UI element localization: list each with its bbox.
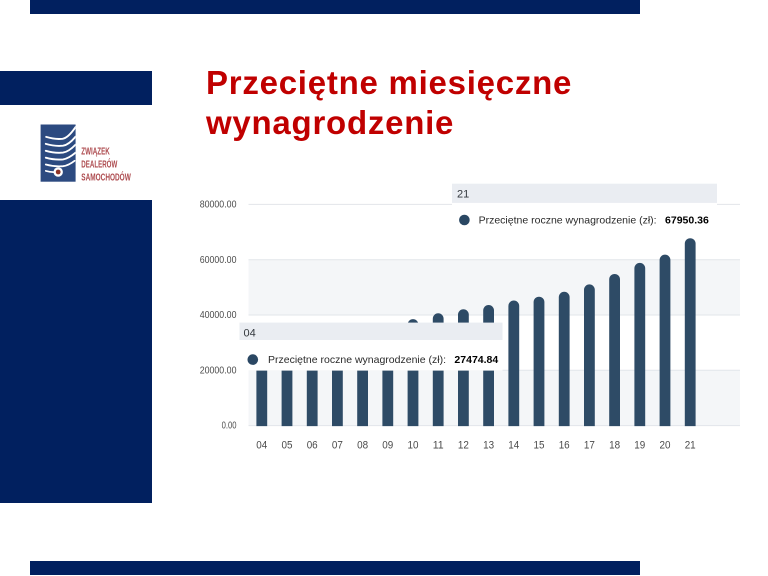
svg-text:11: 11 <box>433 439 444 451</box>
svg-text:40000.00: 40000.00 <box>200 310 237 321</box>
svg-text:wynagrodzenie: wynagrodzenie <box>205 104 454 141</box>
svg-text:18: 18 <box>609 439 620 451</box>
svg-text:08: 08 <box>357 439 368 451</box>
svg-text:06: 06 <box>307 439 318 451</box>
svg-text:20: 20 <box>660 439 671 451</box>
svg-text:04: 04 <box>256 439 267 451</box>
svg-text:60000.00: 60000.00 <box>200 255 237 266</box>
svg-text:12: 12 <box>458 439 469 451</box>
svg-text:16: 16 <box>559 439 570 451</box>
svg-text:ZWIĄZEK: ZWIĄZEK <box>81 147 110 158</box>
svg-text:19: 19 <box>634 439 645 451</box>
svg-text:21: 21 <box>457 188 469 200</box>
svg-text:17: 17 <box>584 439 595 451</box>
svg-text:14: 14 <box>508 439 519 451</box>
svg-text:DEALERÓW: DEALERÓW <box>81 158 117 171</box>
svg-text:09: 09 <box>382 439 393 451</box>
svg-text:80000.00: 80000.00 <box>200 200 237 211</box>
svg-text:Przeciętne roczne wynagrodzeni: Przeciętne roczne wynagrodzenie (zł): 27… <box>268 354 498 366</box>
svg-text:05: 05 <box>282 439 293 451</box>
svg-text:20000.00: 20000.00 <box>200 365 237 376</box>
svg-text:0.00: 0.00 <box>222 421 237 432</box>
svg-text:04: 04 <box>244 327 256 339</box>
svg-text:Przeciętne miesięczne: Przeciętne miesięczne <box>206 64 572 101</box>
svg-text:10: 10 <box>408 439 419 451</box>
svg-text:07: 07 <box>332 439 343 451</box>
svg-text:13: 13 <box>483 439 494 451</box>
svg-text:15: 15 <box>534 439 545 451</box>
svg-text:SAMOCHODÓW: SAMOCHODÓW <box>81 171 131 184</box>
svg-text:21: 21 <box>685 439 696 451</box>
svg-text:Przeciętne roczne wynagrodzeni: Przeciętne roczne wynagrodzenie (zł): 67… <box>479 215 709 227</box>
